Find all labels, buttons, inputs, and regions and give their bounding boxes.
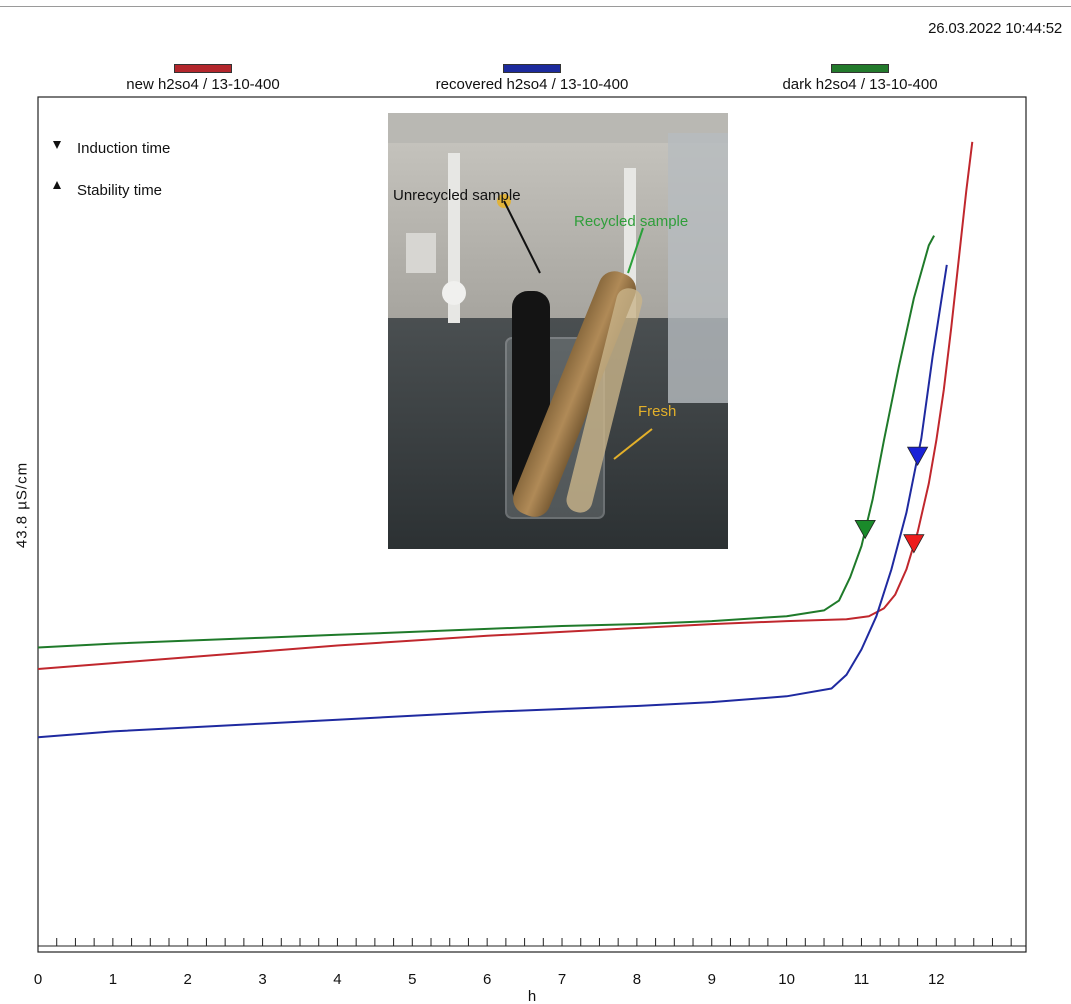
legend-item-recovered: recovered h2so4 / 13-10-400 <box>382 64 682 93</box>
marker-legend: Induction time Stability time <box>53 140 170 199</box>
x-tick-label: 9 <box>708 971 716 988</box>
timestamp: 26.03.2022 10:44:52 <box>928 20 1062 37</box>
legend-item-new: new h2so4 / 13-10-400 <box>53 64 353 93</box>
fresh-tube <box>566 288 643 513</box>
x-tick-label: 8 <box>633 971 641 988</box>
tap-left-knob <box>442 281 466 305</box>
wall-fixture <box>406 233 436 273</box>
fresh-pointer <box>613 428 653 460</box>
x-axis-ticks <box>37 938 1026 947</box>
marker-layer <box>854 446 929 554</box>
x-tick-label: 10 <box>778 971 795 988</box>
x-tick-label: 3 <box>258 971 266 988</box>
tap-left <box>448 153 460 323</box>
legend-item-dark: dark h2so4 / 13-10-400 <box>710 64 1010 93</box>
recycled-label: Recycled sample <box>574 213 688 230</box>
inset-photo: Unrecycled sample Recycled sample Fresh <box>388 113 728 549</box>
stability-legend-label: Stability time <box>77 182 162 199</box>
x-tick-label: 11 <box>854 971 870 988</box>
legend-label-new: new h2so4 / 13-10-400 <box>126 76 280 93</box>
induction-marker-new <box>903 534 925 554</box>
photo-illustration: Unrecycled sample Recycled sample Fresh <box>388 113 728 549</box>
x-tick-label: 12 <box>928 971 945 988</box>
induction-legend-label: Induction time <box>77 140 170 157</box>
x-axis-label: h <box>528 988 536 1004</box>
x-axis-tick-labels: 0 1 2 3 4 5 6 7 8 9 10 11 12 <box>34 971 945 988</box>
legend-swatch-dark <box>831 64 889 73</box>
series-line-new <box>37 141 974 670</box>
recycled-pointer <box>627 227 644 274</box>
x-tick-label: 0 <box>34 971 42 988</box>
x-tick-label: 2 <box>184 971 192 988</box>
induction-legend-icon <box>53 141 61 149</box>
induction-marker-dark <box>854 519 876 540</box>
plot-frame <box>37 96 1027 953</box>
x-tick-label: 1 <box>109 971 117 988</box>
x-tick-label: 4 <box>333 971 341 988</box>
unrecycled-pointer <box>503 200 541 274</box>
x-tick-label: 5 <box>408 971 416 988</box>
induction-marker-recovered <box>906 446 929 466</box>
x-tick-label: 7 <box>558 971 566 988</box>
stability-legend-icon <box>53 181 61 189</box>
x-tick-label: 6 <box>483 971 491 988</box>
legend-swatch-recovered <box>503 64 561 73</box>
fresh-label: Fresh <box>638 403 676 420</box>
unrecycled-label: Unrecycled sample <box>393 187 521 204</box>
legend-label-dark: dark h2so4 / 13-10-400 <box>782 76 938 93</box>
legend-label-recovered: recovered h2so4 / 13-10-400 <box>435 76 629 93</box>
recycled-tube <box>513 271 637 517</box>
series-line-dark <box>37 235 935 649</box>
top-rule <box>0 6 1071 7</box>
hood-glass <box>668 133 728 403</box>
legend-swatch-new <box>174 64 232 73</box>
